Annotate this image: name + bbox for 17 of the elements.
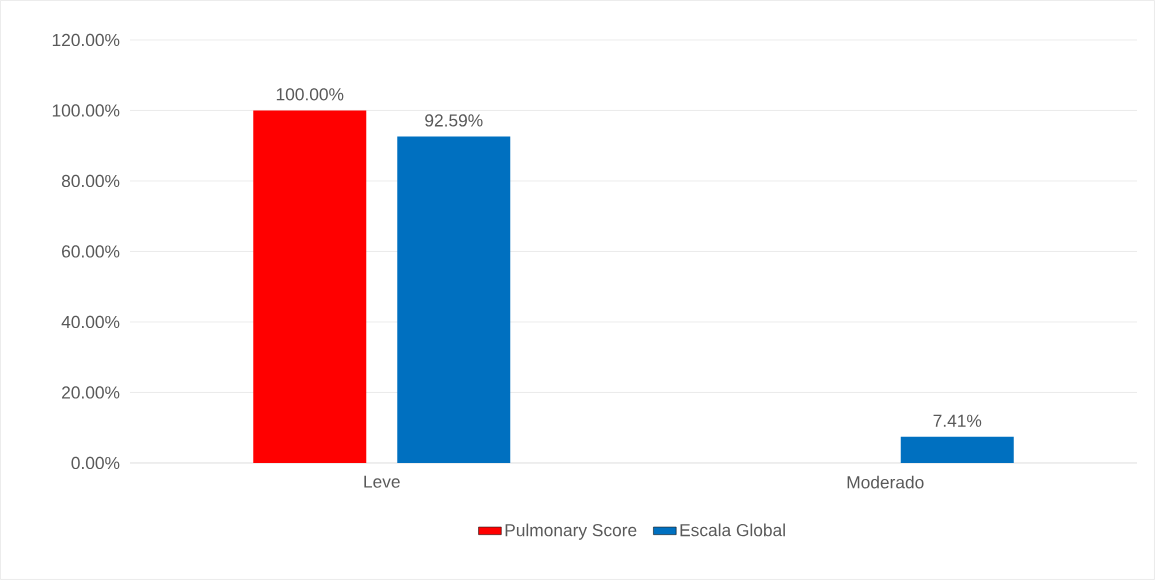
data-label: 92.59%: [425, 114, 483, 127]
data-label: 7.41%: [933, 414, 982, 427]
y-tick-label: 100.00%: [52, 104, 120, 117]
data-label: 100.00%: [276, 88, 344, 101]
bar: [900, 436, 1014, 463]
y-tick-label: 40.00%: [61, 315, 120, 329]
x-tick-label: Leve: [364, 475, 400, 488]
y-tick-label: 60.00%: [62, 245, 120, 258]
legend-label: Pulmonary Score: [505, 523, 637, 540]
bar: [253, 110, 367, 463]
y-tick-label: 120.00%: [52, 33, 120, 47]
x-tick-label: Moderado: [847, 475, 924, 489]
y-tick-label: 0.00%: [71, 456, 120, 470]
y-tick-label: 20.00%: [62, 386, 120, 399]
legend-label: Escala Global: [680, 523, 785, 537]
bar: [397, 136, 511, 463]
y-tick-label: 80.00%: [61, 174, 120, 188]
